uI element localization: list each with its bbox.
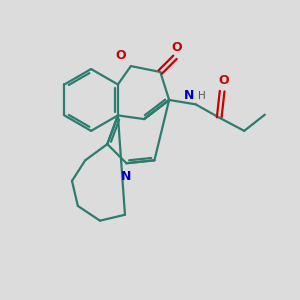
Text: O: O xyxy=(116,49,126,62)
Text: O: O xyxy=(171,41,182,54)
Text: N: N xyxy=(184,89,194,102)
Text: O: O xyxy=(218,74,229,87)
Text: H: H xyxy=(198,91,206,101)
Text: N: N xyxy=(121,170,131,183)
